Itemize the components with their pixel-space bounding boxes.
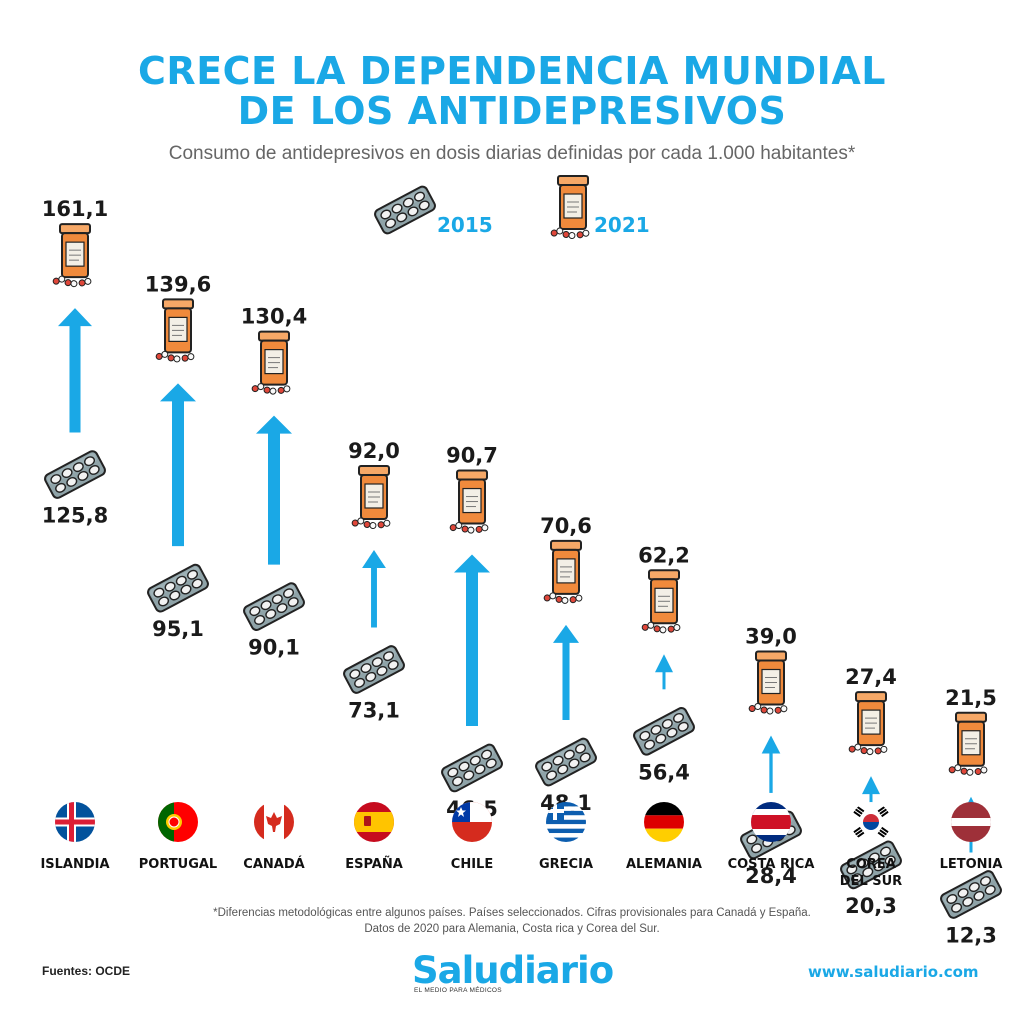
blister-2015-marker [633, 706, 695, 756]
legend-bottle-icon [550, 175, 590, 240]
value-label-2015: 28,4 [745, 864, 797, 888]
legend-label-2015: 2015 [437, 213, 493, 237]
growth-arrow-head [655, 654, 673, 673]
canada-flag [254, 802, 294, 842]
south-korea-flag [851, 802, 891, 842]
country-label: ESPAÑA [345, 857, 403, 872]
bottle-2021-marker [543, 539, 583, 604]
costa-rica-flag [751, 802, 791, 842]
value-label-2021: 92,0 [348, 439, 400, 463]
bottle-2021-marker [848, 691, 888, 756]
country-label: PORTUGAL [138, 857, 218, 872]
blister-2015-marker [243, 582, 305, 631]
growth-arrow-head [160, 383, 196, 402]
chart-title-line-2: DE LOS ANTIDEPRESIVOS [237, 89, 787, 133]
iceland-flag [55, 802, 95, 842]
value-label-2021: 130,4 [241, 305, 307, 329]
growth-arrow-head [862, 776, 880, 795]
bottle-2021-marker [155, 298, 195, 363]
value-label-2021: 62,2 [638, 543, 690, 567]
value-label-2015: 95,1 [152, 617, 204, 641]
blister-2015-marker [840, 840, 902, 890]
germany-flag [644, 802, 684, 842]
value-label-2015: 12,3 [945, 923, 997, 947]
blister-2015-marker [535, 737, 597, 787]
value-label-2021: 139,6 [145, 272, 211, 296]
growth-arrow-head [362, 550, 386, 568]
bottle-2021-marker [449, 469, 489, 534]
country-label: LETONIA [939, 857, 1003, 872]
growth-arrow-head [57, 308, 93, 327]
footnote-line-1: *Diferencias metodológicas entre algunos… [213, 907, 811, 919]
value-label-2015: 125,8 [42, 504, 108, 528]
website-link[interactable]: www.saludiario.com [808, 963, 979, 981]
blister-2015-marker [441, 743, 503, 793]
sources-text: Fuentes: OCDE [42, 964, 131, 978]
bottle-2021-marker [748, 650, 788, 715]
bottle-2021-marker [948, 711, 988, 776]
chart-subtitle: Consumo de antidepresivos en dosis diari… [168, 143, 856, 164]
value-label-2015: 73,1 [348, 699, 400, 723]
country-label: CANADÁ [243, 857, 305, 872]
growth-arrow-head [256, 415, 292, 434]
greece-flag [546, 802, 586, 842]
country-label: COREA DEL SUR [839, 857, 903, 889]
value-label-2015: 90,1 [248, 636, 300, 660]
growth-arrow-head [552, 624, 580, 643]
country-label: CHILE [450, 857, 494, 872]
blister-2015-marker [343, 645, 405, 694]
blister-2015-marker [940, 870, 1002, 919]
value-label-2021: 70,6 [540, 514, 592, 538]
growth-arrow-head [454, 554, 490, 573]
blister-2015-marker [147, 563, 209, 613]
country-label: ISLANDIA [40, 857, 110, 872]
bottle-2021-marker [351, 465, 391, 530]
chart-title-line-1: CRECE LA DEPENDENCIA MUNDIAL [138, 49, 886, 93]
blister-2015-marker [44, 450, 106, 499]
chile-flag [452, 802, 492, 842]
footnote-line-2: Datos de 2020 para Alemania, Costa rica … [364, 923, 660, 935]
latvia-flag [951, 802, 991, 842]
value-label-2021: 21,5 [945, 686, 997, 710]
bottle-2021-marker [52, 223, 92, 288]
value-label-2021: 161,1 [42, 197, 108, 221]
brand-tagline: EL MEDIO PARA MÉDICOS [414, 987, 502, 994]
value-label-2021: 27,4 [845, 665, 897, 689]
legend-blister-icon [374, 185, 436, 235]
value-label-2015: 20,3 [845, 894, 897, 918]
portugal-flag [158, 802, 198, 842]
country-label: ALEMANIA [625, 857, 702, 872]
brand-logo: Saludiario [412, 949, 614, 992]
bottle-2021-marker [251, 330, 291, 395]
country-label: GRECIA [539, 857, 593, 872]
legend-label-2021: 2021 [594, 213, 650, 237]
footnote: *Diferencias metodológicas entre algunos… [0, 905, 1024, 937]
bottle-2021-marker [641, 569, 681, 634]
value-label-2021: 90,7 [446, 444, 498, 468]
spain-flag [354, 802, 394, 842]
growth-arrow-head [761, 735, 781, 754]
country-label: COSTA RICA [727, 857, 815, 872]
value-label-2021: 39,0 [745, 625, 797, 649]
value-label-2015: 56,4 [638, 760, 690, 784]
